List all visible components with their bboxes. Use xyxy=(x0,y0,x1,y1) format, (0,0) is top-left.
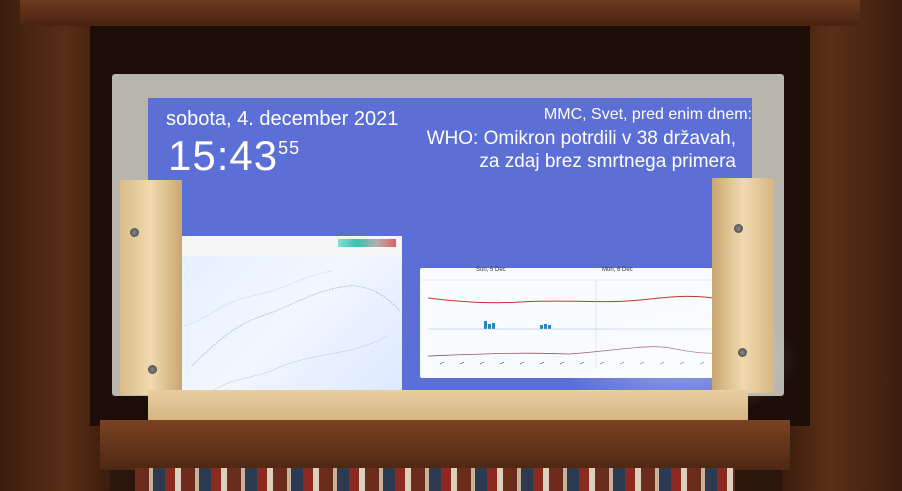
clock-seconds: 55 xyxy=(278,138,301,158)
upper-shelf xyxy=(20,0,860,26)
clock-hours-minutes: 15:43 xyxy=(168,132,279,179)
news-headline: WHO: Omikron potrdili v 38 državah, za z… xyxy=(406,127,736,173)
screw-icon xyxy=(148,365,157,374)
lower-shelf xyxy=(100,420,790,470)
weather-radar-map xyxy=(172,236,402,393)
screw-icon xyxy=(130,228,139,237)
wooden-frame-left-post xyxy=(120,180,182,395)
radar-legend-strip xyxy=(338,239,396,247)
book-spines xyxy=(135,468,735,491)
headline-line-1: WHO: Omikron potrdili v 38 državah, xyxy=(426,128,736,149)
forecast-day-2-label: Mon, 6 Dec xyxy=(602,267,633,273)
screw-icon xyxy=(738,348,747,357)
wooden-frame-right-post xyxy=(712,178,774,393)
radar-map-header xyxy=(172,236,402,257)
news-source: MMC, Svet, pred enim dnem: xyxy=(543,106,752,123)
weather-forecast-chart: Sun, 5 Dec Mon, 6 Dec xyxy=(420,267,726,378)
screw-icon xyxy=(734,224,743,233)
forecast-day-1-label: Sun, 5 Dec xyxy=(476,267,506,273)
country-border-outline xyxy=(181,270,401,393)
date-display: sobota, 4. december 2021 xyxy=(166,108,399,130)
clock-display: 15:4355 xyxy=(168,132,300,180)
headline-line-2: za zdaj brez smrtnega primera xyxy=(479,151,736,172)
radar-map-image xyxy=(172,256,402,393)
forecast-graph xyxy=(420,279,726,368)
